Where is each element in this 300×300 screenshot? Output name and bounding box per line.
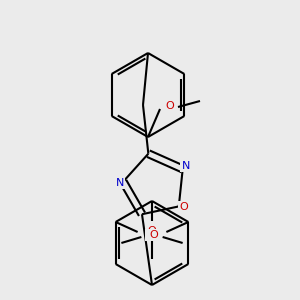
Text: O: O bbox=[166, 101, 174, 111]
Text: N: N bbox=[182, 161, 190, 171]
Text: O: O bbox=[148, 226, 156, 236]
Text: O: O bbox=[179, 202, 188, 212]
Text: O: O bbox=[146, 230, 155, 240]
Text: O: O bbox=[149, 230, 158, 240]
Text: N: N bbox=[116, 178, 124, 188]
